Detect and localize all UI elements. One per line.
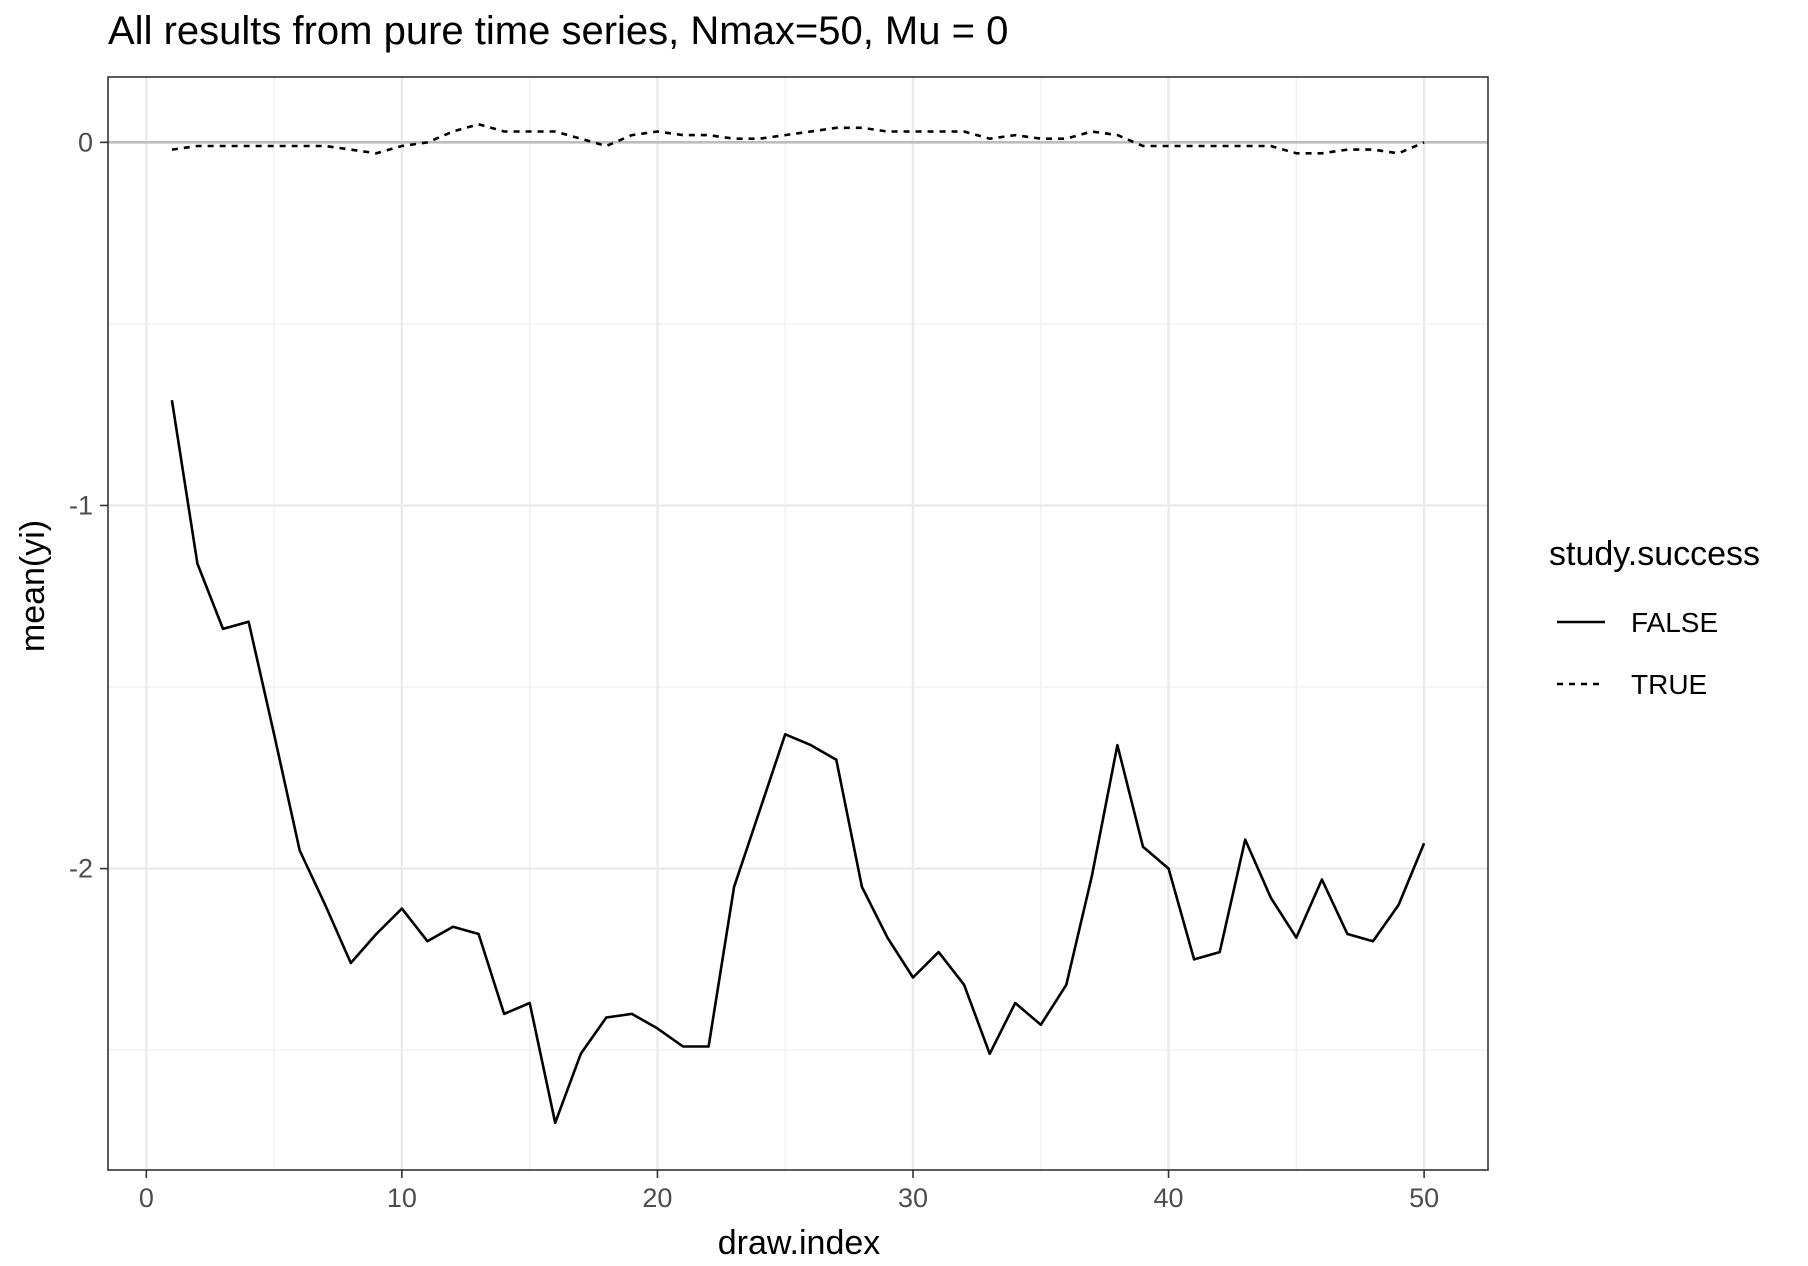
x-tick-label: 0: [139, 1183, 154, 1213]
y-tick-label: 0: [78, 127, 93, 157]
x-tick-label: 40: [1154, 1183, 1184, 1213]
x-axis-title: draw.index: [718, 1224, 881, 1262]
series-line-true: [171, 122, 1425, 155]
panel-border: [107, 76, 1489, 1171]
x-tick-label: 20: [642, 1183, 672, 1213]
legend: study.success FALSE TRUE: [1549, 535, 1760, 700]
y-tick-label: -1: [69, 490, 93, 520]
y-axis: 0 -1 -2: [69, 127, 108, 884]
legend-label-false: FALSE: [1631, 607, 1718, 638]
x-axis: 0 10 20 30 40 50: [139, 1170, 1439, 1213]
plot-panel: [107, 76, 1489, 1171]
panel-background: [108, 77, 1488, 1170]
x-tick-label: 50: [1409, 1183, 1439, 1213]
y-axis-title: mean(yi): [14, 520, 52, 652]
legend-label-true: TRUE: [1631, 669, 1707, 700]
x-tick-label: 10: [387, 1183, 417, 1213]
legend-title: study.success: [1549, 535, 1760, 573]
y-tick-label: -2: [69, 854, 93, 884]
grid-minor: [108, 77, 1488, 1170]
series-lines: [170, 122, 1426, 1125]
x-tick-label: 30: [898, 1183, 928, 1213]
series-line-false: [170, 399, 1426, 1125]
chart-title: All results from pure time series, Nmax=…: [108, 9, 1008, 53]
